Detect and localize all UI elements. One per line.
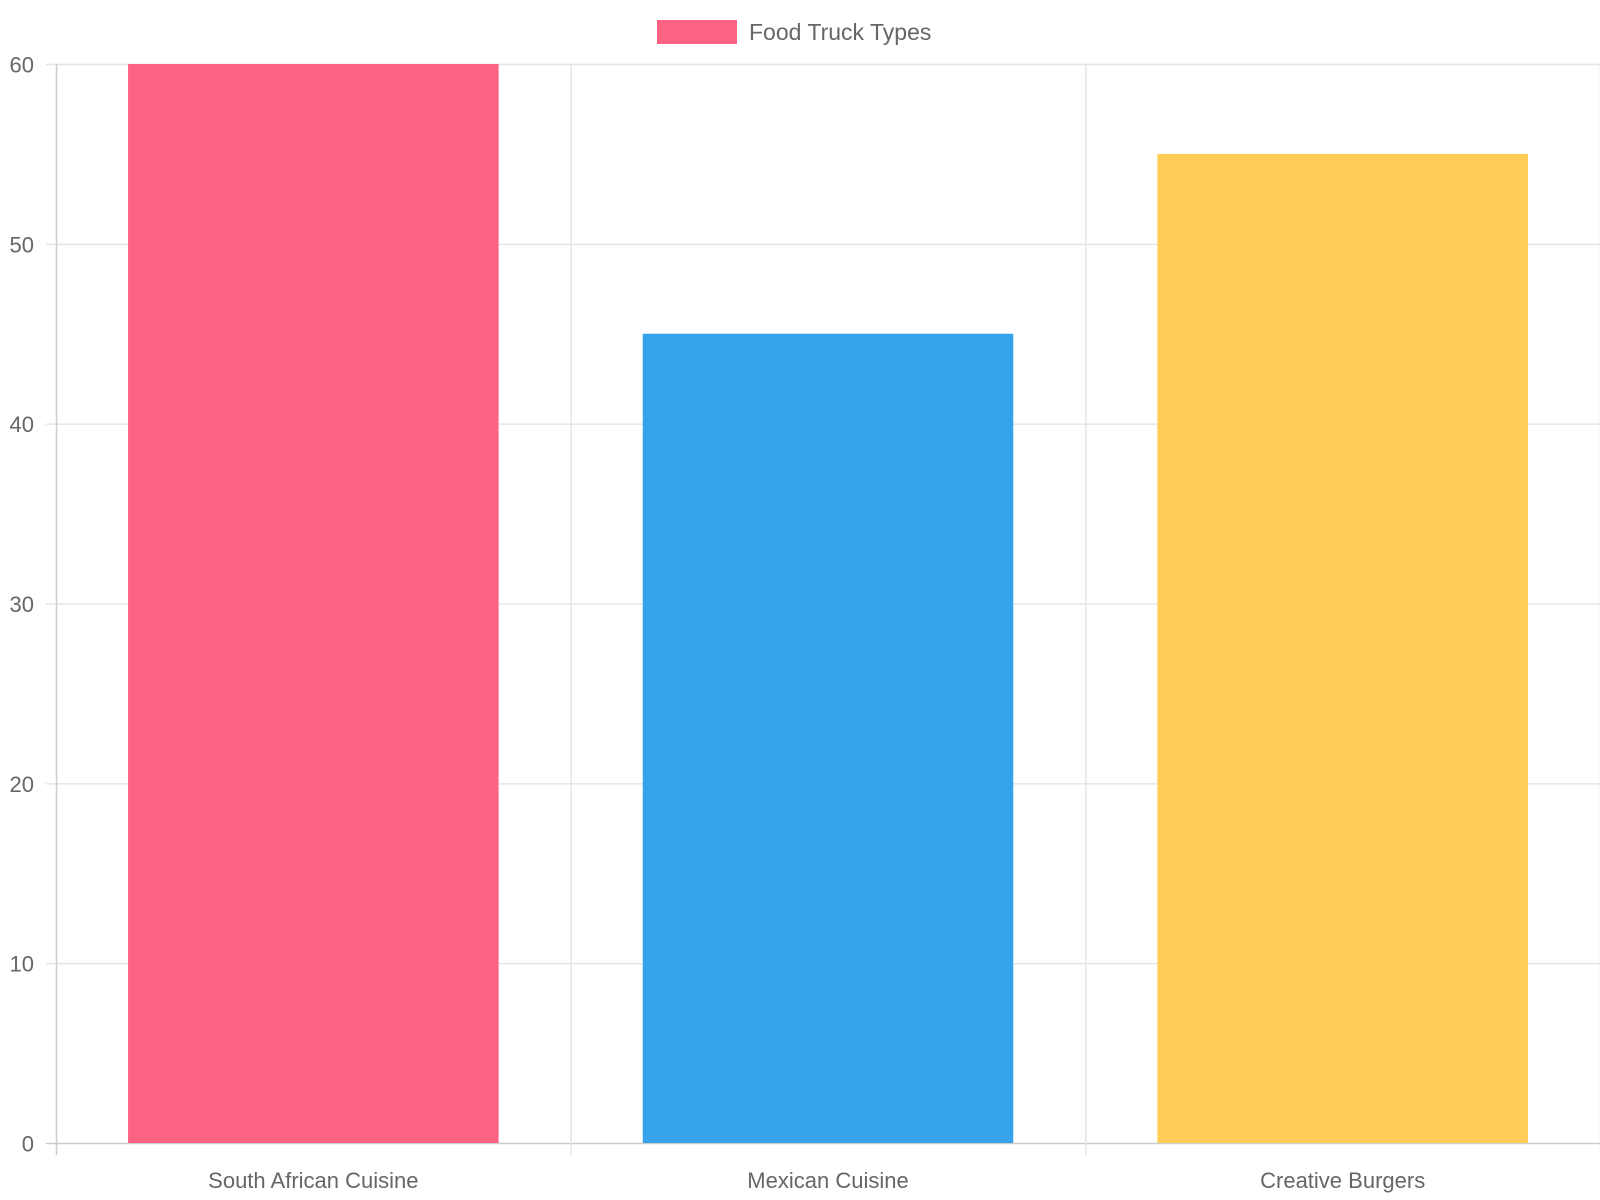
y-tick-label: 10 <box>10 952 34 977</box>
x-tick-label: Mexican Cuisine <box>747 1168 908 1193</box>
bars <box>128 64 1528 1143</box>
y-tick-label: 30 <box>10 592 34 617</box>
y-tick-label: 20 <box>10 772 34 797</box>
x-tick-label: South African Cuisine <box>208 1168 418 1193</box>
legend-swatch[interactable] <box>657 20 737 44</box>
y-tick-label: 0 <box>22 1132 34 1157</box>
bar[interactable] <box>1157 153 1528 1143</box>
y-tick-label: 60 <box>10 53 34 78</box>
axes: 0 10 20 30 40 50 60 South African Cuisine Mexica… <box>10 53 1426 1194</box>
y-tick-label: 40 <box>10 412 34 437</box>
legend[interactable]: Food Truck Types <box>657 19 931 45</box>
bar[interactable] <box>128 64 499 1143</box>
bar[interactable] <box>642 333 1014 1143</box>
y-tick-label: 50 <box>10 232 34 257</box>
legend-label[interactable]: Food Truck Types <box>749 19 931 45</box>
x-tick-label: Creative Burgers <box>1260 1168 1425 1193</box>
